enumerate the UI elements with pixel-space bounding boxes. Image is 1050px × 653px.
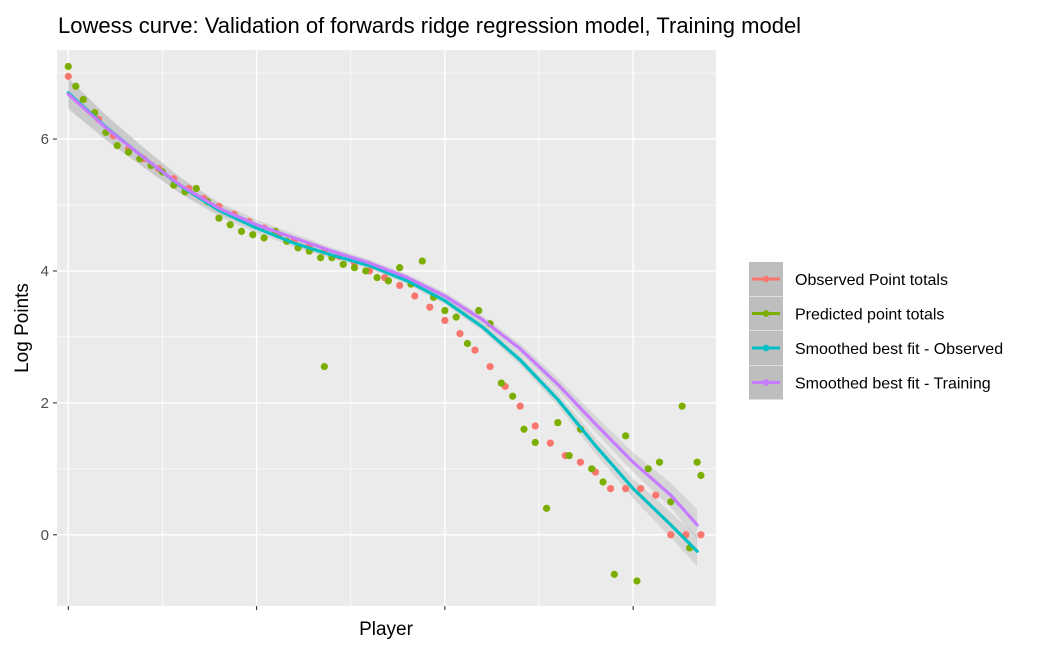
data-point xyxy=(542,504,551,512)
legend-label: Smoothed best fit - Training xyxy=(795,376,991,393)
data-point xyxy=(373,273,381,282)
data-point xyxy=(531,422,539,430)
data-point xyxy=(124,148,133,156)
data-point xyxy=(652,491,660,499)
data-point xyxy=(644,465,652,473)
data-point xyxy=(678,402,686,410)
data-point xyxy=(192,184,200,193)
data-point xyxy=(599,478,607,486)
legend: Observed Point totals Predicted point tot… xyxy=(749,262,1003,400)
y-tick-label: 4 xyxy=(41,263,49,280)
data-point xyxy=(667,531,675,539)
data-point xyxy=(576,458,585,466)
data-point xyxy=(622,432,630,440)
data-point xyxy=(588,465,596,473)
legend-dot xyxy=(762,379,770,386)
data-point xyxy=(249,231,257,239)
data-point xyxy=(475,306,483,315)
data-point xyxy=(260,234,268,242)
chart-title: Lowess curve: Validation of forwards rid… xyxy=(58,13,801,38)
data-point xyxy=(637,485,645,493)
data-point xyxy=(554,419,562,427)
data-point xyxy=(317,254,325,262)
data-point xyxy=(418,257,426,265)
data-point xyxy=(697,531,705,539)
data-point xyxy=(667,498,675,506)
data-point xyxy=(113,142,121,150)
data-point xyxy=(64,72,72,80)
data-point xyxy=(471,346,479,354)
data-point xyxy=(215,214,223,222)
data-point xyxy=(697,471,705,480)
data-point xyxy=(531,438,539,447)
data-point xyxy=(610,570,618,578)
data-point xyxy=(441,306,449,315)
data-point xyxy=(693,458,701,466)
y-tick-label: 6 xyxy=(41,131,49,148)
data-point xyxy=(520,425,528,433)
legend-label: Predicted point totals xyxy=(795,307,944,324)
data-point xyxy=(497,379,505,387)
data-point xyxy=(72,82,80,90)
legend-dot xyxy=(762,344,770,352)
data-point xyxy=(362,267,370,275)
data-point xyxy=(396,264,404,272)
grid-layer xyxy=(57,50,728,606)
y-tick-label: 0 xyxy=(41,527,49,544)
data-point xyxy=(655,458,664,466)
data-point xyxy=(320,362,328,371)
data-point xyxy=(226,221,234,229)
data-point xyxy=(64,62,72,71)
data-point xyxy=(426,303,434,311)
legend-dot xyxy=(762,310,770,317)
axes-layer: 0 2 4 6 xyxy=(41,131,634,610)
x-axis-label: Player xyxy=(359,619,414,640)
data-point xyxy=(79,95,87,104)
data-point xyxy=(633,577,641,585)
data-point xyxy=(339,260,347,268)
data-point xyxy=(546,439,554,447)
data-point xyxy=(456,330,464,338)
data-point xyxy=(396,281,404,290)
data-point xyxy=(441,316,449,325)
data-point xyxy=(486,362,494,371)
legend-label: Observed Point totals xyxy=(795,272,948,289)
legend-dot xyxy=(762,275,770,283)
data-point xyxy=(622,485,630,493)
legend-label: Smoothed best fit - Observed xyxy=(795,341,1003,358)
y-tick-label: 2 xyxy=(41,395,49,412)
data-point xyxy=(509,392,517,400)
data-point xyxy=(384,277,392,285)
data-point xyxy=(606,485,615,493)
data-point xyxy=(350,264,359,272)
plot-panel xyxy=(57,50,716,606)
y-axis-label: Log Points xyxy=(12,283,33,373)
data-point xyxy=(463,339,472,348)
data-point xyxy=(452,313,460,321)
data-point xyxy=(411,292,419,300)
lines-layer xyxy=(66,91,699,553)
series-line xyxy=(66,92,699,527)
data-point xyxy=(237,227,246,235)
data-point xyxy=(565,452,573,460)
data-point xyxy=(516,402,524,410)
